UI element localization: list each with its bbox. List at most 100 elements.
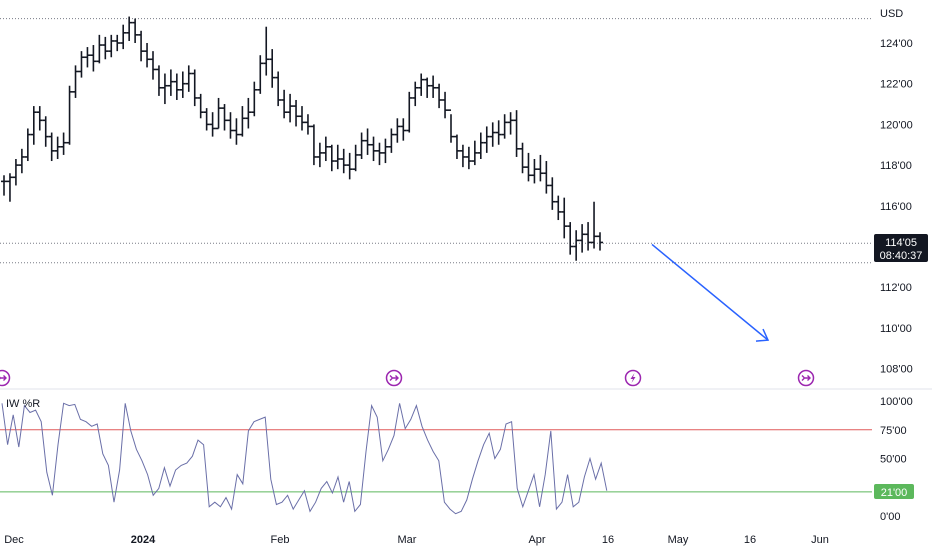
- projection-arrow[interactable]: [651, 243, 770, 342]
- price-bar: [6, 173, 13, 202]
- price-bar: [102, 36, 109, 60]
- price-bar: [400, 118, 407, 141]
- arrow-glyph: [801, 375, 811, 381]
- price-bar: [18, 148, 25, 174]
- price-bar: [191, 69, 198, 107]
- price-bar: [78, 51, 85, 78]
- price-bar: [150, 51, 156, 80]
- price-bar: [215, 97, 222, 130]
- price-bar: [1, 175, 7, 196]
- time-tick-label: Dec: [4, 534, 24, 546]
- price-pane[interactable]: [0, 16, 872, 342]
- price-tick-label: 110'00: [880, 323, 912, 335]
- indicator-tag-background: [874, 484, 914, 499]
- time-tick-label: 16: [744, 534, 756, 546]
- price-bar: [197, 93, 204, 119]
- price-bar: [161, 73, 168, 105]
- price-bar: [436, 83, 443, 109]
- price-tag-background: [874, 234, 928, 262]
- price-bar: [328, 144, 335, 172]
- time-tick-label: Feb: [271, 534, 290, 546]
- price-bar: [537, 154, 544, 182]
- price-bar: [412, 81, 419, 107]
- price-bar: [221, 104, 228, 131]
- price-dotted-lines: [0, 18, 872, 264]
- price-bar: [501, 114, 508, 139]
- price-tag-value: 114'05: [885, 237, 917, 249]
- price-bar: [257, 55, 264, 94]
- time-axis[interactable]: Dec 2024 Feb Mar Apr 16 May 16 Jun: [4, 534, 829, 546]
- price-bar: [299, 106, 305, 131]
- price-bar: [185, 65, 192, 92]
- indicator-label[interactable]: IW %R: [6, 398, 40, 410]
- indicator-line: [1, 402, 608, 515]
- price-bar: [84, 47, 91, 68]
- projection-arrow-head: [755, 328, 770, 342]
- time-tick-label: Mar: [398, 534, 417, 546]
- indicator-axis-ticks: 100'00 75'00 50'00 0'00: [880, 396, 913, 523]
- price-bar: [132, 18, 139, 43]
- price-bar: [388, 128, 395, 153]
- price-bar: [293, 99, 300, 127]
- price-bar: [96, 34, 103, 64]
- price-bar: [406, 91, 413, 133]
- price-bar: [459, 144, 466, 168]
- price-bar: [453, 134, 460, 159]
- price-bar: [346, 152, 353, 180]
- price-bar: [525, 152, 532, 182]
- price-bar: [48, 132, 55, 162]
- indicator-tick-label: 75'00: [880, 425, 907, 437]
- arrow-glyph: [389, 375, 399, 381]
- currency-label: USD: [880, 8, 903, 20]
- price-bar: [72, 65, 79, 98]
- price-bar: [507, 112, 514, 135]
- indicator-tick-label: 0'00: [880, 511, 900, 523]
- arrow-right-circle-icon[interactable]: [385, 369, 403, 387]
- price-bar: [30, 106, 37, 145]
- price-bar: [477, 132, 484, 159]
- price-bar: [513, 110, 520, 157]
- time-tick-label: May: [668, 534, 689, 546]
- price-bar: [579, 224, 586, 253]
- price-bar: [555, 195, 562, 221]
- price-axis[interactable]: USD 124'00 122'00 120'00 118'00 116'00 112'00…: [880, 8, 913, 376]
- price-bar: [322, 136, 329, 162]
- price-bar: [227, 112, 234, 139]
- price-bar: [430, 75, 437, 98]
- projection-arrow-shaft: [651, 243, 769, 341]
- arrow-right-circle-icon[interactable]: [0, 369, 11, 387]
- price-tick-label: 124'00: [880, 38, 913, 50]
- price-bar: [543, 161, 550, 194]
- time-tick-label: Jun: [811, 534, 829, 546]
- price-bar: [245, 97, 252, 129]
- arrow-right-circle-icon[interactable]: [797, 369, 815, 387]
- price-bar: [585, 222, 592, 251]
- price-tick-label: 116'00: [880, 201, 912, 213]
- price-bar: [549, 177, 556, 210]
- price-bar: [340, 148, 347, 174]
- price-bar: [54, 136, 61, 159]
- price-bar: [144, 43, 151, 68]
- price-bar: [483, 126, 490, 153]
- price-bar: [60, 132, 67, 155]
- price-bar: [281, 89, 288, 119]
- price-bar: [310, 124, 317, 166]
- price-bar: [489, 122, 496, 147]
- price-bar: [394, 118, 401, 143]
- price-bar: [173, 73, 180, 100]
- price-bar: [275, 71, 282, 107]
- price-tick-label: 120'00: [880, 119, 913, 131]
- lightning-glyph: [630, 373, 636, 383]
- price-bar: [495, 120, 502, 145]
- price-bar: [287, 93, 294, 123]
- lightning-circle-icon[interactable]: [624, 369, 642, 387]
- price-bar: [66, 85, 73, 145]
- arrow-glyph: [0, 375, 7, 381]
- price-bar: [120, 24, 127, 50]
- price-bar: [179, 71, 186, 98]
- price-bar: [239, 106, 246, 137]
- indicator-pane[interactable]: IW %R: [0, 398, 872, 515]
- last-price-tag: 114'05 08:40:37: [874, 234, 928, 262]
- time-tick-label: Apr: [528, 534, 545, 546]
